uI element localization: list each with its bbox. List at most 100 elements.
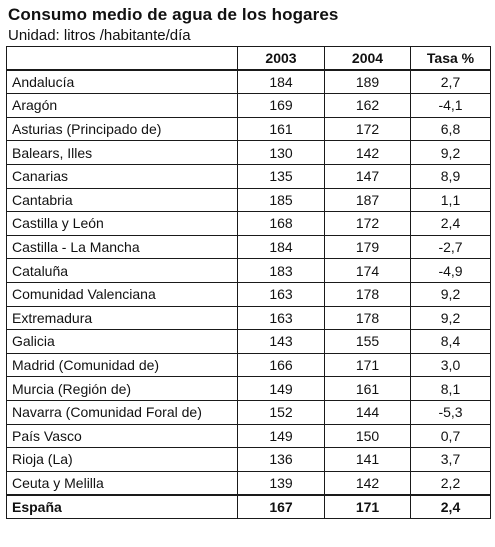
- region-name: Murcia (Región de): [6, 376, 238, 401]
- table-row: Aragón 169 162 -4,1: [6, 93, 491, 118]
- value-2003: 139: [237, 470, 325, 496]
- value-2004: 179: [324, 234, 411, 260]
- region-name: País Vasco: [6, 423, 238, 449]
- region-name: Galicia: [6, 329, 238, 354]
- total-rate-value: 2,4: [410, 493, 491, 519]
- value-2003: 184: [237, 69, 325, 95]
- value-2003: 184: [237, 234, 325, 260]
- rate-value: 3,0: [410, 352, 491, 378]
- region-name: Cataluña: [6, 258, 238, 283]
- table-total-row: España 167 171 2,4: [6, 493, 491, 519]
- value-2003: 168: [237, 211, 325, 236]
- table-row: País Vasco 149 150 0,7: [6, 423, 491, 449]
- total-region-name: España: [6, 493, 238, 519]
- header-cell-rate: Tasa %: [410, 46, 491, 72]
- total-value-2003: 167: [237, 493, 325, 519]
- value-2004: 162: [324, 93, 411, 118]
- table-row: Comunidad Valenciana 163 178 9,2: [6, 281, 491, 307]
- table-row: Extremadura 163 178 9,2: [6, 305, 491, 331]
- value-2003: 149: [237, 423, 325, 449]
- value-2004: 174: [324, 258, 411, 283]
- value-2003: 169: [237, 93, 325, 118]
- region-name: Extremadura: [6, 305, 238, 331]
- rate-value: -2,7: [410, 234, 491, 260]
- total-value-2004: 171: [324, 493, 411, 519]
- value-2003: 149: [237, 376, 325, 401]
- table-row: Castilla y León 168 172 2,4: [6, 211, 491, 236]
- rate-value: 9,2: [410, 140, 491, 165]
- rate-value: 8,9: [410, 163, 491, 189]
- rate-value: 2,2: [410, 470, 491, 496]
- value-2003: 136: [237, 447, 325, 472]
- table-body: Andalucía 184 189 2,7 Aragón 169 162 -4,…: [6, 69, 491, 519]
- rate-value: 3,7: [410, 447, 491, 472]
- water-consumption-table: 2003 2004 Tasa % Andalucía 184 189 2,7 A…: [6, 46, 491, 519]
- table-row: Cantabria 185 187 1,1: [6, 187, 491, 213]
- value-2004: 150: [324, 423, 411, 449]
- table-row: Galicia 143 155 8,4: [6, 329, 491, 354]
- rate-value: 2,4: [410, 211, 491, 236]
- region-name: Aragón: [6, 93, 238, 118]
- value-2003: 135: [237, 163, 325, 189]
- region-name: Madrid (Comunidad de): [6, 352, 238, 378]
- header-cell-region: [6, 46, 238, 72]
- region-name: Castilla y León: [6, 211, 238, 236]
- value-2004: 189: [324, 69, 411, 95]
- region-name: Balears, Illes: [6, 140, 238, 165]
- region-name: Andalucía: [6, 69, 238, 95]
- page-title: Consumo medio de agua de los hogares: [8, 5, 339, 24]
- value-2004: 144: [324, 399, 411, 425]
- value-2004: 141: [324, 447, 411, 472]
- rate-value: 6,8: [410, 116, 491, 142]
- table-row: Andalucía 184 189 2,7: [6, 69, 491, 95]
- rate-value: 8,4: [410, 329, 491, 354]
- region-name: Cantabria: [6, 187, 238, 213]
- header-cell-2004: 2004: [324, 46, 411, 72]
- value-2003: 163: [237, 281, 325, 307]
- region-name: Navarra (Comunidad Foral de): [6, 399, 238, 425]
- table-row: Navarra (Comunidad Foral de) 152 144 -5,…: [6, 399, 491, 425]
- value-2003: 185: [237, 187, 325, 213]
- region-name: Comunidad Valenciana: [6, 281, 238, 307]
- value-2004: 161: [324, 376, 411, 401]
- table-header-row: 2003 2004 Tasa %: [6, 46, 491, 72]
- rate-value: 9,2: [410, 281, 491, 307]
- rate-value: 8,1: [410, 376, 491, 401]
- page-subtitle: Unidad: litros /habitante/día: [8, 27, 191, 44]
- table-row: Castilla - La Mancha 184 179 -2,7: [6, 234, 491, 260]
- table-row: Cataluña 183 174 -4,9: [6, 258, 491, 283]
- region-name: Rioja (La): [6, 447, 238, 472]
- value-2004: 171: [324, 352, 411, 378]
- value-2003: 166: [237, 352, 325, 378]
- value-2004: 142: [324, 140, 411, 165]
- rate-value: -4,1: [410, 93, 491, 118]
- rate-value: 9,2: [410, 305, 491, 331]
- table-row: Murcia (Región de) 149 161 8,1: [6, 376, 491, 401]
- rate-value: -5,3: [410, 399, 491, 425]
- value-2003: 161: [237, 116, 325, 142]
- value-2004: 147: [324, 163, 411, 189]
- value-2004: 178: [324, 281, 411, 307]
- value-2003: 163: [237, 305, 325, 331]
- table-row: Canarias 135 147 8,9: [6, 163, 491, 189]
- table-row: Madrid (Comunidad de) 166 171 3,0: [6, 352, 491, 378]
- table-row: Asturias (Principado de) 161 172 6,8: [6, 116, 491, 142]
- value-2004: 178: [324, 305, 411, 331]
- table-row: Rioja (La) 136 141 3,7: [6, 447, 491, 472]
- rate-value: 2,7: [410, 69, 491, 95]
- value-2003: 152: [237, 399, 325, 425]
- value-2004: 187: [324, 187, 411, 213]
- rate-value: 1,1: [410, 187, 491, 213]
- region-name: Ceuta y Melilla: [6, 470, 238, 496]
- table-row: Balears, Illes 130 142 9,2: [6, 140, 491, 165]
- value-2003: 130: [237, 140, 325, 165]
- region-name: Asturias (Principado de): [6, 116, 238, 142]
- value-2003: 143: [237, 329, 325, 354]
- value-2004: 155: [324, 329, 411, 354]
- value-2004: 142: [324, 470, 411, 496]
- region-name: Canarias: [6, 163, 238, 189]
- region-name: Castilla - La Mancha: [6, 234, 238, 260]
- header-cell-2003: 2003: [237, 46, 325, 72]
- rate-value: -4,9: [410, 258, 491, 283]
- value-2004: 172: [324, 211, 411, 236]
